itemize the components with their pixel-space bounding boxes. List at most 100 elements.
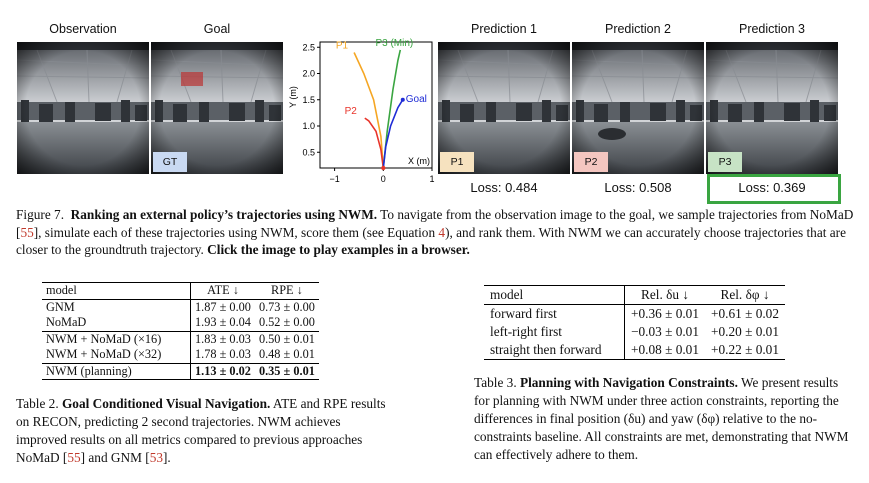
- t2-header-rpe: RPE ↓: [271, 283, 303, 297]
- table-row: forward first +0.36 ± 0.01 +0.61 ± 0.02: [484, 304, 785, 323]
- table-3-caption-bold: Planning with Navigation Constraints.: [519, 375, 738, 390]
- table-3-caption-text: We present results for planning with NWM…: [474, 375, 849, 462]
- observation-header: Observation: [49, 22, 117, 36]
- y-axis-label: Y (m): [288, 86, 298, 108]
- table-2-caption-ref2[interactable]: 53: [149, 450, 163, 465]
- t3-cell: straight then forward: [484, 341, 625, 360]
- t2-header-ate: ATE ↓: [207, 283, 239, 297]
- table-2-caption-bold: Goal Conditioned Visual Navigation.: [61, 396, 271, 411]
- observation-image[interactable]: [17, 42, 149, 174]
- table-3: model Rel. δu ↓ Rel. δφ ↓ forward first …: [484, 285, 785, 360]
- y-tick-label: 2.5: [302, 42, 315, 52]
- t2-cell: 1.83 ± 0.03: [195, 331, 251, 346]
- table-2-caption-text3: ].: [163, 450, 171, 465]
- y-tick-label: 1.5: [302, 95, 315, 105]
- loss-p1: Loss: 0.484: [470, 180, 538, 195]
- t3-header-du: Rel. δu ↓: [640, 287, 689, 302]
- table-2-caption-text2: ] and GNM [: [80, 450, 150, 465]
- table-row: NWM (planning) 1.13 ± 0.02 0.35 ± 0.01: [42, 363, 319, 380]
- table-2-caption: Table 2. Goal Conditioned Visual Navigat…: [16, 395, 394, 467]
- goal-point: [400, 97, 405, 102]
- figure-caption-bold2[interactable]: Click the image to play examples in a br…: [207, 242, 470, 257]
- table-2: model ATE ↓ RPE ↓ GNM 1.87 ± 0.00 0.73 ±…: [42, 282, 319, 380]
- gt-tag: GT: [153, 152, 187, 172]
- goal-label: Goal: [406, 94, 427, 105]
- series-line: [364, 117, 385, 169]
- prediction-3-image[interactable]: P3: [706, 42, 838, 174]
- table-row: straight then forward +0.08 ± 0.01 +0.22…: [484, 341, 785, 360]
- table-row: NWM + NoMaD (×16) 1.83 ± 0.03 0.50 ± 0.0…: [42, 331, 319, 347]
- t2-cell: NWM + NoMaD (×32): [42, 347, 191, 363]
- table-3-caption: Table 3. Planning with Navigation Constr…: [474, 374, 852, 464]
- y-tick-label: 1.0: [302, 121, 315, 131]
- series-label: P3 (Min): [375, 38, 413, 49]
- table-row: NoMaD 1.93 ± 0.04 0.52 ± 0.00: [42, 315, 319, 331]
- loss-p3: Loss: 0.369: [738, 180, 806, 195]
- t3-header-dphi: Rel. δφ ↓: [720, 287, 770, 302]
- t2-cell: 1.87 ± 0.00: [195, 299, 251, 314]
- p1-tag: P1: [440, 152, 474, 172]
- figure-caption-text1: To navigate from the observation image t…: [16, 207, 854, 240]
- y-tick-label: 0.5: [302, 147, 315, 157]
- t3-cell: forward first: [484, 304, 625, 323]
- t3-cell: left-right first: [484, 323, 625, 341]
- t2-cell: 0.52 ± 0.00: [258, 315, 315, 329]
- t3-cell: +0.22 ± 0.01: [710, 342, 779, 357]
- t2-cell: NWM (planning): [42, 363, 191, 380]
- figure-caption-ref1[interactable]: 55: [20, 224, 34, 240]
- t2-cell: 1.78 ± 0.03: [195, 347, 251, 361]
- t3-cell: +0.20 ± 0.01: [710, 324, 779, 339]
- x-tick-label: 0: [381, 174, 386, 184]
- series-label: P1: [336, 41, 349, 52]
- t2-cell: 1.13 ± 0.02: [195, 363, 251, 378]
- figure-caption-text3: ), and rank them. With NWM we can accura…: [16, 224, 846, 258]
- figure-caption-prefix: Figure 7.: [16, 207, 65, 222]
- x-tick-label: −1: [329, 174, 339, 184]
- table-2-caption-ref1[interactable]: 55: [67, 450, 81, 465]
- t3-cell: −0.03 ± 0.01: [631, 324, 699, 339]
- prediction-1-image[interactable]: P1: [438, 42, 570, 174]
- t2-cell: NWM + NoMaD (×16): [42, 331, 191, 347]
- table-2-caption-prefix: Table 2.: [16, 396, 59, 411]
- plot-frame: [319, 41, 433, 169]
- t3-cell: +0.08 ± 0.01: [631, 342, 699, 357]
- prediction-3-header: Prediction 3: [738, 22, 805, 36]
- series-line: [382, 99, 404, 169]
- goal-image[interactable]: GT: [151, 42, 283, 174]
- t2-cell: 0.48 ± 0.01: [258, 347, 315, 361]
- figure-caption-bold: Ranking an external policy’s trajectorie…: [70, 207, 378, 222]
- figure-caption-ref2[interactable]: 4: [438, 224, 446, 240]
- table-2-caption-text1: ATE and RPE results on RECON, predicting…: [16, 396, 386, 465]
- loss-p2: Loss: 0.508: [604, 180, 672, 195]
- t2-cell: 1.93 ± 0.04: [195, 315, 251, 329]
- origin-point: [381, 165, 386, 171]
- prediction-2-image[interactable]: P2: [572, 42, 704, 174]
- x-tick-label: 1: [429, 174, 434, 184]
- x-axis-label: X (m): [408, 156, 430, 166]
- t3-cell: +0.61 ± 0.02: [710, 306, 779, 321]
- table-row: NWM + NoMaD (×32) 1.78 ± 0.03 0.48 ± 0.0…: [42, 347, 319, 363]
- t2-cell: 0.50 ± 0.01: [258, 331, 315, 346]
- y-tick-label: 2.0: [302, 69, 315, 79]
- goal-header: Goal: [203, 22, 231, 36]
- p2-tag: P2: [574, 152, 608, 172]
- t2-cell: NoMaD: [42, 315, 191, 331]
- trajectory-plot: −1 0 1 0.5 1.0 1.5 2.0 2.5 X (m) Y (m) P1 P2 P3 (Min…: [288, 38, 435, 184]
- t2-header-model: model: [42, 282, 191, 299]
- t3-cell: +0.36 ± 0.01: [631, 306, 699, 321]
- t2-cell: 0.73 ± 0.00: [258, 299, 315, 314]
- figure-caption-text2: ], simulate each of these trajectories u…: [33, 224, 439, 240]
- prediction-2-header: Prediction 2: [604, 22, 671, 36]
- t2-cell: 0.35 ± 0.01: [258, 363, 315, 378]
- table-3-caption-prefix: Table 3.: [474, 375, 517, 390]
- t3-header-model: model: [484, 285, 625, 305]
- prediction-1-header: Prediction 1: [470, 22, 537, 36]
- p3-tag: P3: [708, 152, 742, 172]
- best-loss-highlight: [707, 174, 841, 204]
- t2-cell: GNM: [42, 299, 191, 315]
- table-row: left-right first −0.03 ± 0.01 +0.20 ± 0.…: [484, 323, 785, 341]
- series-line: [353, 52, 385, 169]
- series-label: P2: [345, 106, 358, 117]
- figure-caption: Figure 7. Ranking an external policy’s t…: [16, 206, 854, 259]
- table-row: GNM 1.87 ± 0.00 0.73 ± 0.00: [42, 299, 319, 315]
